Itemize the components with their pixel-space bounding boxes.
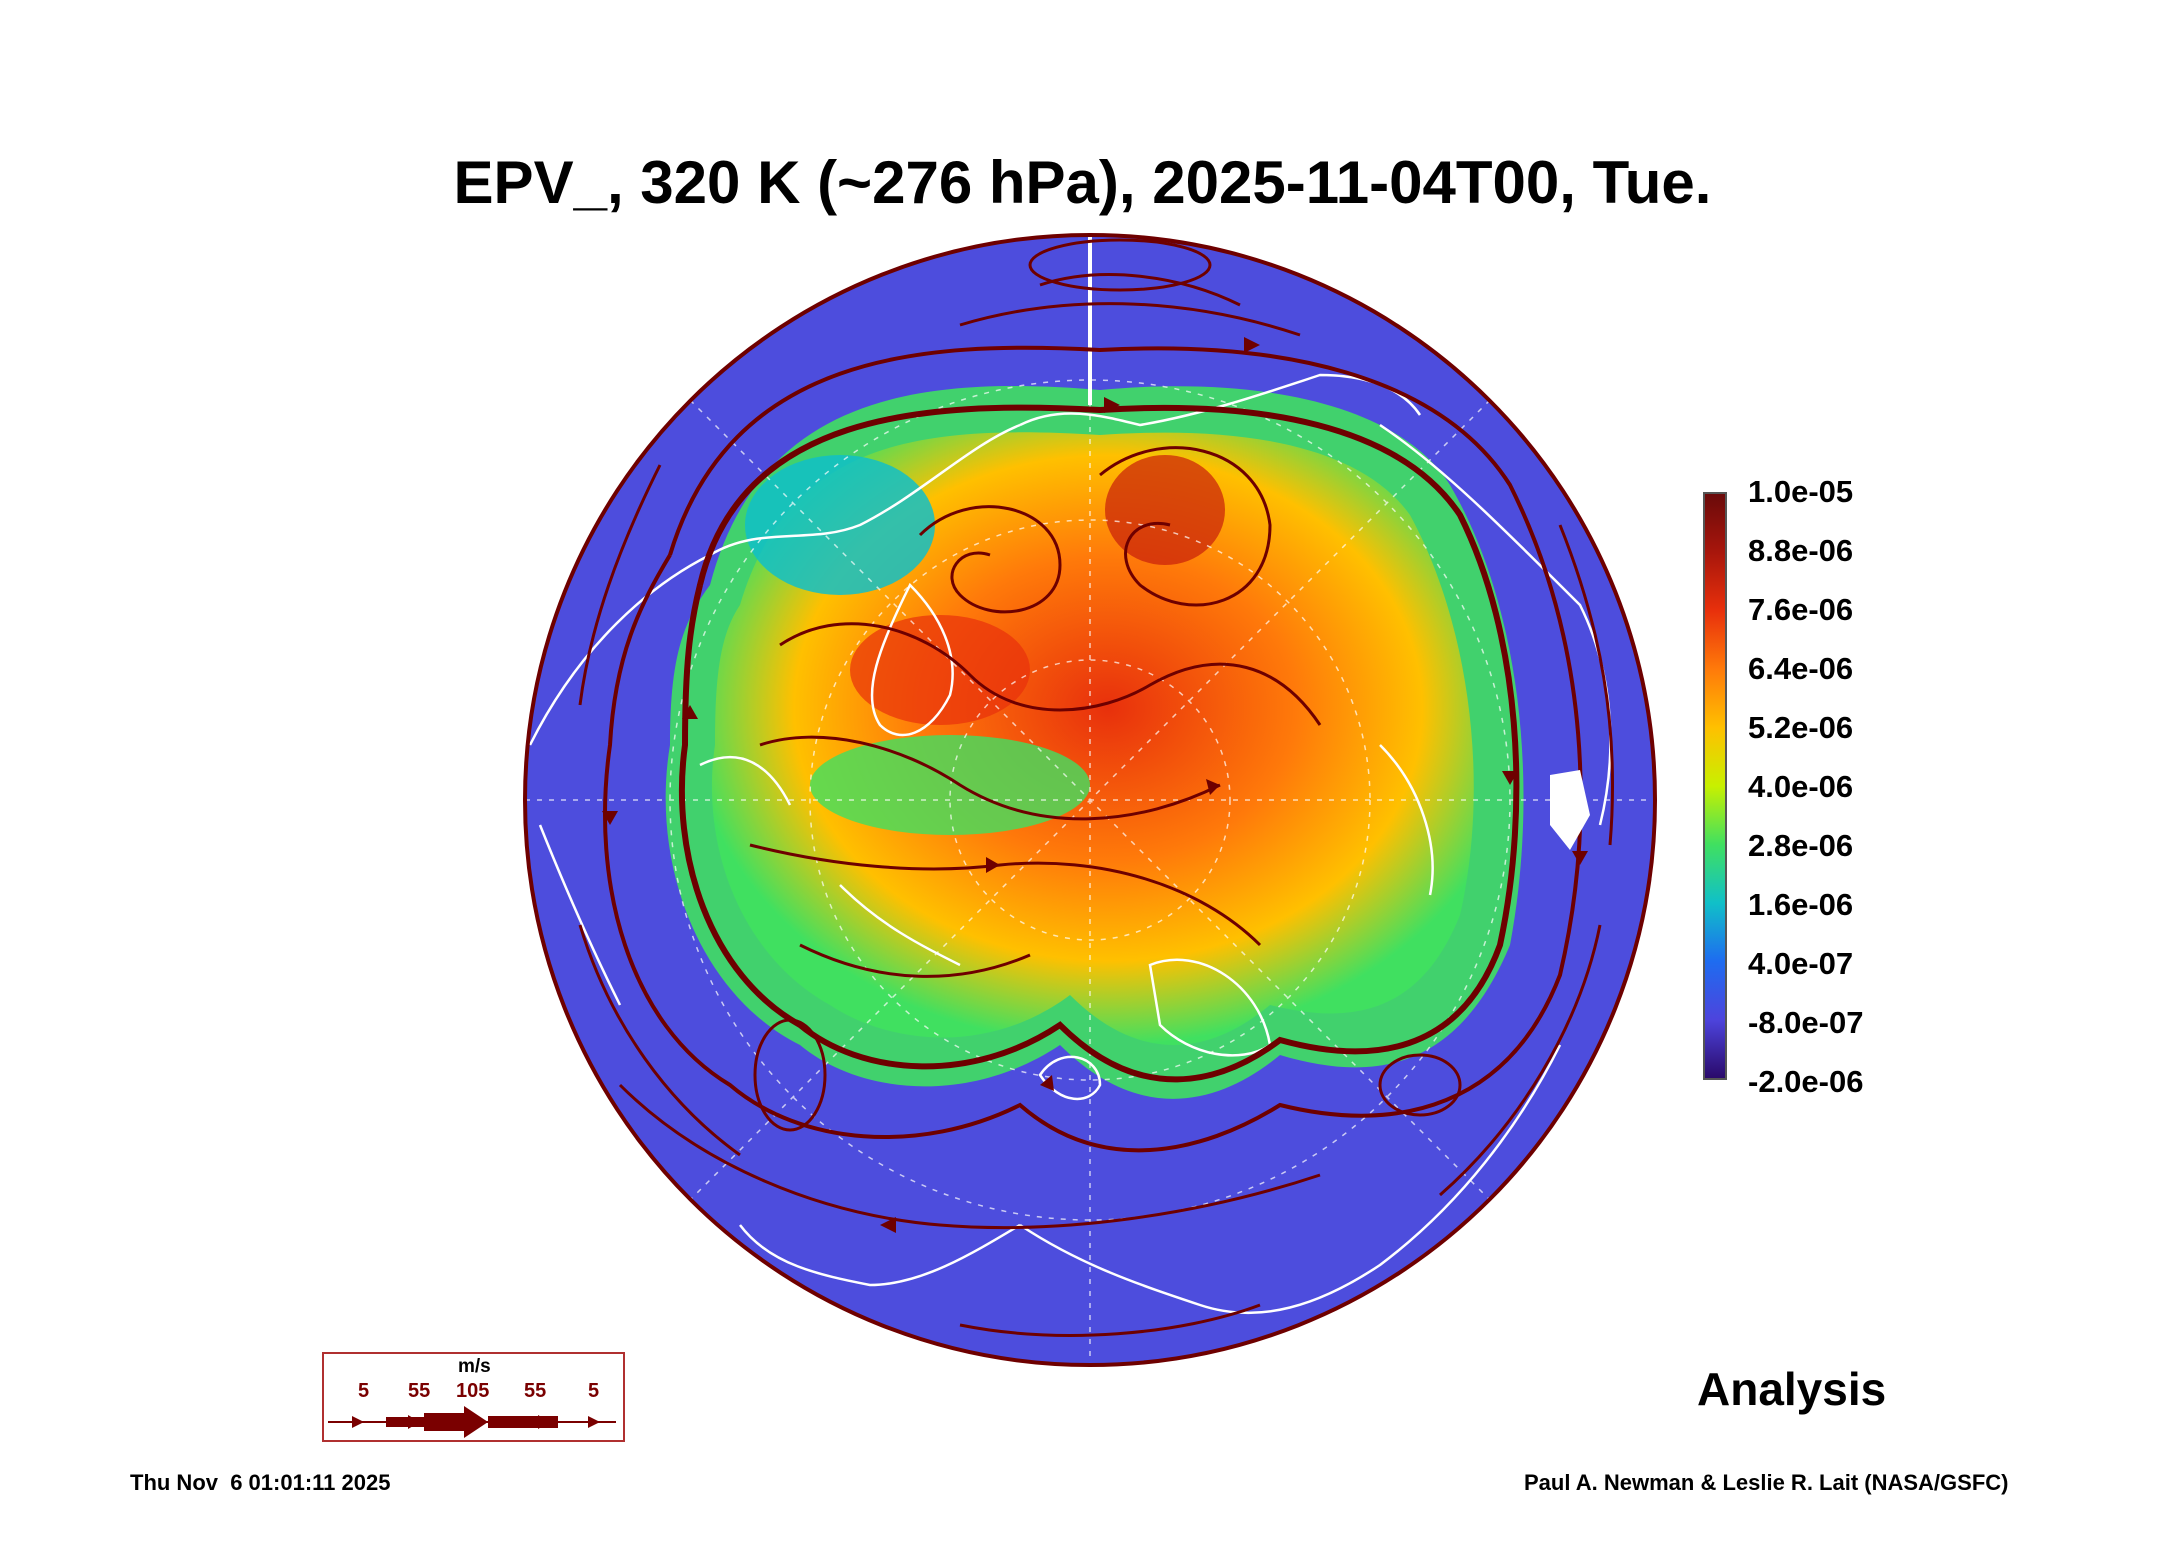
globe-outline	[523, 233, 1657, 1367]
wind-speed-legend: m/s 5 55 105 55 5	[322, 1352, 625, 1442]
legend-speed: 5	[588, 1380, 600, 1402]
legend-speed: 5	[358, 1380, 370, 1402]
legend-unit: m/s	[458, 1356, 491, 1377]
legend-speed: 105	[456, 1380, 490, 1402]
polar-projection-map	[523, 233, 1657, 1367]
colorbar-label: 1.6e-06	[1748, 887, 1854, 922]
colorbar-label: 1.0e-05	[1748, 474, 1854, 509]
colorbar-label: -2.0e-06	[1748, 1064, 1864, 1099]
analysis-label: Analysis	[1697, 1363, 1887, 1415]
colorbar-label: -8.0e-07	[1748, 1005, 1864, 1040]
footer-credit: Paul A. Newman & Leslie R. Lait (NASA/GS…	[1524, 1470, 2009, 1495]
colorbar-label: 7.6e-06	[1748, 592, 1854, 627]
colorbar-label: 5.2e-06	[1748, 710, 1854, 745]
legend-speed: 55	[524, 1380, 547, 1402]
colorbar-label: 2.8e-06	[1748, 828, 1854, 863]
colorbar-label: 4.0e-07	[1748, 946, 1854, 981]
colorbar-label: 6.4e-06	[1748, 651, 1854, 686]
colorbar	[1703, 492, 1727, 1080]
high-pv-core	[1105, 455, 1225, 565]
streamline-arrows	[602, 337, 1588, 1233]
missing-data-patch	[1550, 770, 1590, 850]
map-title: EPV_, 320 K (~276 hPa), 2025-11-04T00, T…	[453, 149, 1712, 216]
footer-timestamp: Thu Nov 6 01:01:11 2025	[130, 1470, 391, 1495]
colorbar-label: 4.0e-06	[1748, 769, 1854, 804]
high-pv-core-2	[850, 615, 1030, 725]
vortex-interior	[711, 432, 1474, 1045]
low-pv-eddy	[745, 455, 935, 595]
legend-speed: 55	[408, 1380, 431, 1402]
streamlines	[578, 238, 1615, 1337]
colorbar-label: 8.8e-06	[1748, 533, 1854, 568]
low-pv-eddy-2	[810, 735, 1090, 835]
legend-arrow-scale	[328, 1406, 616, 1438]
graticule	[525, 235, 1655, 1365]
